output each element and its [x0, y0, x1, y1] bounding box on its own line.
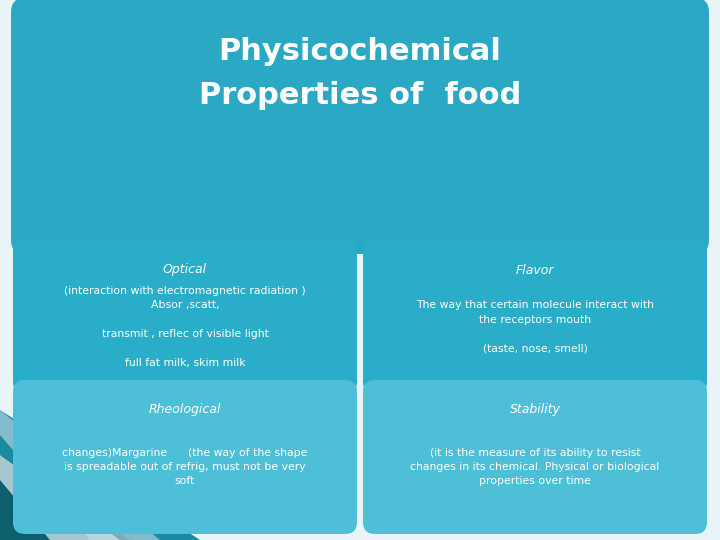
Text: (it is the measure of its ability to resist
changes in its chemical. Physical or: (it is the measure of its ability to res… [410, 448, 660, 487]
Text: Physicochemical: Physicochemical [219, 37, 501, 66]
FancyBboxPatch shape [13, 380, 357, 534]
Text: changes)Margarine      (the way of the shape
is spreadable out of refrig, must n: changes)Margarine (the way of the shape … [63, 448, 307, 487]
Text: Properties of  food: Properties of food [199, 80, 521, 110]
FancyBboxPatch shape [11, 0, 709, 254]
Text: The way that certain molecule interact with
the receptors mouth

(taste, nose, s: The way that certain molecule interact w… [416, 300, 654, 354]
Text: Stability: Stability [510, 403, 560, 416]
Polygon shape [0, 410, 200, 540]
FancyBboxPatch shape [363, 240, 707, 394]
FancyBboxPatch shape [363, 380, 707, 534]
Text: Optical: Optical [163, 264, 207, 276]
FancyBboxPatch shape [13, 240, 357, 394]
Polygon shape [0, 455, 120, 540]
Polygon shape [0, 455, 130, 540]
Text: Flavor: Flavor [516, 264, 554, 276]
Text: Rheological: Rheological [149, 403, 221, 416]
Polygon shape [0, 410, 160, 540]
Text: (interaction with electromagnetic radiation )
Absor ,scatt,

transmit , reflec o: (interaction with electromagnetic radiat… [64, 286, 306, 368]
